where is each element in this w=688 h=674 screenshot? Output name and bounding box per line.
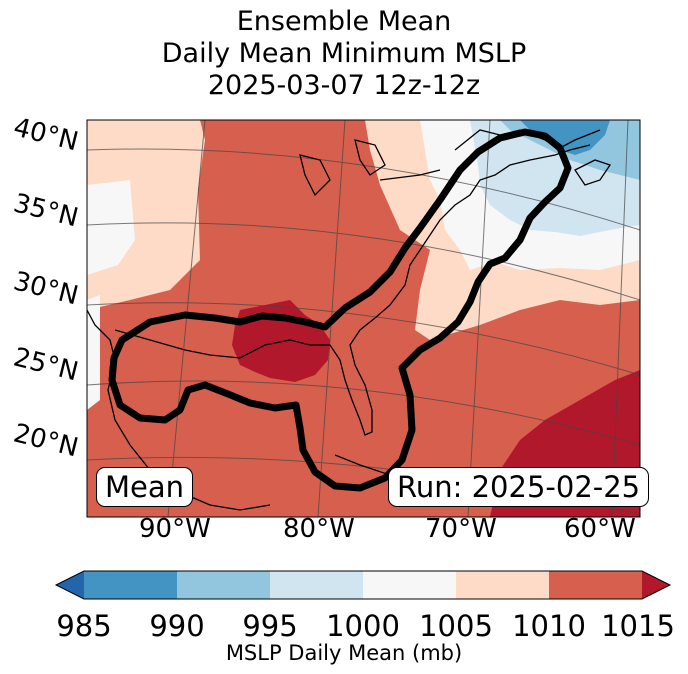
lake-erie-ontario	[379, 169, 441, 181]
colorbar-bin-1000-1005	[363, 571, 456, 599]
pressure-field	[87, 120, 640, 517]
colorbar-tick-1000: 1000	[326, 609, 400, 643]
colorbar-bin-985-990	[84, 571, 177, 599]
colorbar-tick-995: 995	[242, 609, 298, 643]
colorbar-extend-low	[56, 571, 84, 599]
mean-label-box: Mean	[96, 467, 194, 507]
lon-label-60w: 60°W	[564, 514, 636, 544]
lon-label-90w: 90°W	[139, 514, 211, 544]
coastlines	[87, 129, 612, 511]
colorbar-tick-1015: 1015	[601, 609, 675, 643]
coastline-nova-scotia	[574, 159, 612, 186]
title-line-2: Daily Mean Minimum MSLP	[161, 38, 527, 69]
coastline-mexico	[87, 309, 271, 511]
colorbar-tick-1005: 1005	[419, 609, 493, 643]
colorbar-tick-1010: 1010	[512, 609, 586, 643]
colorbar-label: MSLP Daily Mean (mb)	[225, 641, 463, 665]
coastline-us	[114, 144, 591, 436]
lake-michigan	[299, 154, 331, 197]
parallel-40n	[87, 148, 640, 231]
region-995-1000-west	[87, 180, 135, 275]
run-date-box: Run: 2025-02-25	[388, 467, 650, 507]
colorbar-bin-995-1000	[270, 571, 363, 599]
title-line-3: 2025-03-07 12z-12z	[207, 70, 481, 101]
colorbar-bin-1005-1010	[456, 571, 549, 599]
parallel-35n	[87, 222, 640, 301]
colorbar-outline	[54, 570, 672, 600]
parallel-30n	[87, 302, 640, 376]
meridian-60w	[611, 120, 629, 517]
meridian-70w	[467, 120, 491, 517]
ensemble-contour	[108, 128, 572, 492]
colorbar-bin-1010-1015	[549, 571, 642, 599]
colorbar-extend-high	[642, 571, 670, 599]
parallel-25n	[87, 380, 640, 446]
title-line-1: Ensemble Mean	[236, 6, 452, 37]
colorbar-tick-985: 985	[56, 609, 112, 643]
lake-huron	[354, 139, 386, 176]
lon-label-70w: 70°W	[425, 514, 497, 544]
colorbar	[54, 570, 672, 600]
colorbar-bin-990-995	[177, 571, 270, 599]
region-995-1000-southwest	[87, 295, 100, 410]
lon-label-80w: 80°W	[283, 514, 355, 544]
map-border	[86, 119, 641, 518]
colorbar-tick-990: 990	[149, 609, 205, 643]
